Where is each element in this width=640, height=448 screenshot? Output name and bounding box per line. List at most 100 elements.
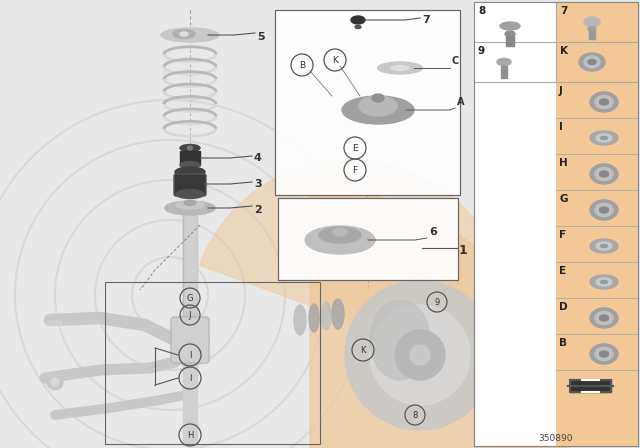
Ellipse shape — [173, 30, 195, 39]
Ellipse shape — [184, 201, 196, 206]
Ellipse shape — [359, 96, 397, 116]
Text: J: J — [559, 86, 563, 96]
Ellipse shape — [595, 311, 613, 324]
Text: H: H — [187, 431, 193, 439]
Ellipse shape — [188, 146, 193, 150]
Ellipse shape — [600, 171, 609, 177]
Bar — [501, 66, 507, 78]
Text: 5: 5 — [257, 32, 264, 42]
Bar — [183, 215, 197, 350]
Ellipse shape — [176, 201, 204, 209]
Ellipse shape — [590, 131, 618, 145]
Text: C: C — [452, 56, 460, 66]
Text: 7: 7 — [560, 6, 568, 16]
Ellipse shape — [378, 62, 422, 74]
Ellipse shape — [579, 53, 605, 71]
Text: 3: 3 — [254, 179, 262, 189]
FancyBboxPatch shape — [174, 174, 206, 196]
Text: F: F — [353, 165, 358, 175]
Ellipse shape — [600, 99, 609, 105]
Ellipse shape — [600, 351, 609, 357]
Ellipse shape — [584, 56, 600, 68]
Circle shape — [395, 330, 445, 380]
Ellipse shape — [590, 164, 618, 184]
Text: D: D — [559, 302, 568, 312]
Text: 9: 9 — [478, 46, 485, 56]
Text: I: I — [189, 374, 191, 383]
Text: G: G — [559, 194, 568, 204]
Text: I: I — [189, 350, 191, 359]
Ellipse shape — [590, 239, 618, 253]
Ellipse shape — [309, 304, 319, 332]
Bar — [180, 151, 200, 165]
Ellipse shape — [497, 59, 511, 65]
Text: E: E — [559, 266, 566, 276]
Circle shape — [410, 345, 430, 365]
Ellipse shape — [600, 137, 607, 139]
Text: I: I — [559, 122, 563, 132]
Text: K: K — [332, 56, 338, 65]
Text: H: H — [559, 158, 568, 168]
FancyBboxPatch shape — [556, 2, 638, 446]
Ellipse shape — [176, 190, 204, 198]
Ellipse shape — [175, 167, 205, 177]
Ellipse shape — [294, 305, 306, 335]
Ellipse shape — [600, 207, 609, 213]
Text: J: J — [189, 310, 191, 319]
Bar — [506, 36, 514, 46]
FancyBboxPatch shape — [474, 2, 638, 446]
Ellipse shape — [165, 201, 215, 215]
FancyBboxPatch shape — [171, 317, 209, 363]
Ellipse shape — [180, 32, 188, 36]
Ellipse shape — [584, 17, 600, 27]
Ellipse shape — [372, 94, 384, 102]
Bar — [570, 380, 611, 392]
Ellipse shape — [161, 28, 219, 42]
Circle shape — [345, 280, 495, 430]
Ellipse shape — [590, 92, 618, 112]
Ellipse shape — [595, 348, 613, 361]
Ellipse shape — [355, 26, 361, 29]
Text: K: K — [560, 46, 568, 56]
Text: 2: 2 — [254, 205, 262, 215]
Text: 7: 7 — [422, 15, 429, 25]
Ellipse shape — [600, 245, 607, 247]
Ellipse shape — [171, 313, 209, 367]
Ellipse shape — [321, 302, 331, 330]
Ellipse shape — [590, 200, 618, 220]
Ellipse shape — [590, 344, 618, 364]
Ellipse shape — [595, 95, 613, 108]
Ellipse shape — [590, 308, 618, 328]
Wedge shape — [310, 188, 570, 448]
Ellipse shape — [370, 300, 430, 380]
Ellipse shape — [180, 145, 200, 151]
Text: F: F — [559, 230, 566, 240]
Ellipse shape — [595, 168, 613, 181]
Ellipse shape — [596, 278, 612, 286]
Text: G: G — [187, 293, 193, 302]
Ellipse shape — [333, 228, 348, 236]
Ellipse shape — [332, 299, 344, 329]
Ellipse shape — [590, 275, 618, 289]
Ellipse shape — [391, 65, 409, 70]
Text: B: B — [559, 338, 567, 348]
FancyBboxPatch shape — [474, 2, 556, 82]
Text: 8: 8 — [478, 6, 485, 16]
Ellipse shape — [600, 315, 609, 321]
Circle shape — [370, 305, 470, 405]
Ellipse shape — [342, 96, 414, 124]
Bar — [183, 290, 197, 445]
Ellipse shape — [319, 227, 361, 243]
Wedge shape — [200, 160, 508, 320]
Circle shape — [47, 374, 63, 390]
Ellipse shape — [500, 22, 520, 30]
Ellipse shape — [505, 31, 515, 37]
FancyBboxPatch shape — [275, 10, 460, 195]
Ellipse shape — [305, 226, 375, 254]
Text: 350890: 350890 — [539, 434, 573, 443]
Text: B: B — [299, 60, 305, 69]
Ellipse shape — [600, 280, 607, 284]
Text: K: K — [360, 345, 365, 354]
Bar — [589, 31, 595, 39]
Circle shape — [51, 378, 59, 386]
